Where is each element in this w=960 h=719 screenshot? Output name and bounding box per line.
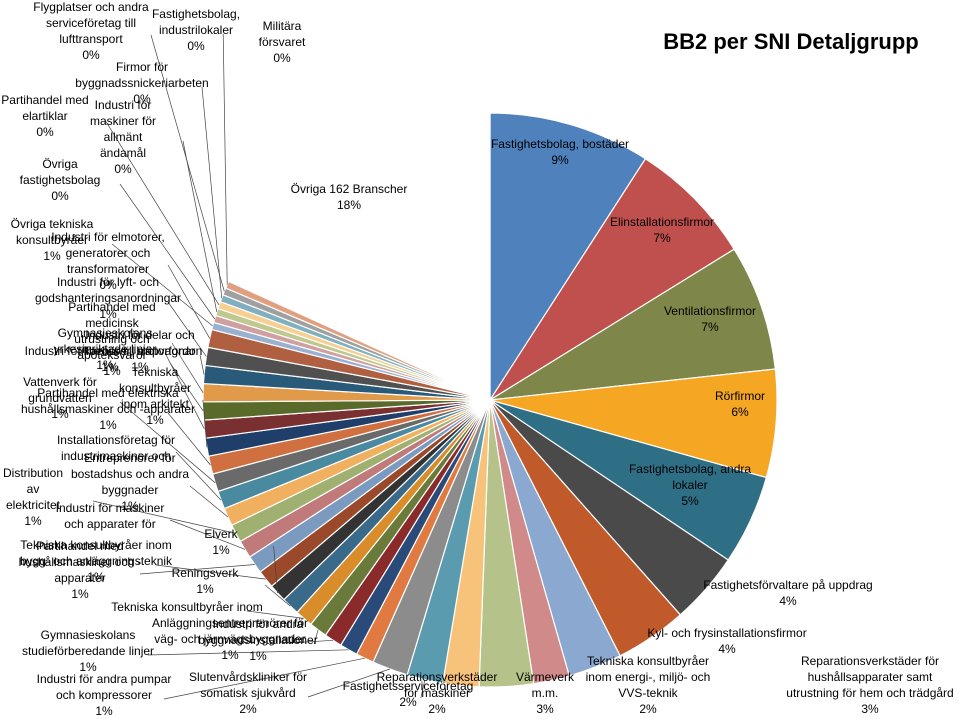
slice-label: Fastighetsbolag, industrilokaler 0%	[152, 7, 240, 53]
pie-slices	[202, 112, 778, 688]
leader-line	[155, 564, 266, 580]
slice-label: Fastighetsbolag, andra lokaler 5%	[629, 462, 751, 508]
slice-label: Flygplatser och andra serviceföretag till…	[33, 0, 149, 62]
slice-label: Övriga 162 Branscher 18%	[291, 182, 408, 212]
slice-label: Partihandel med elartiklar 0%	[1, 93, 88, 139]
chart-title: BB2 per SNI Detaljgrupp	[663, 29, 918, 54]
slice-label: Partihandel med medicinsk utrustning och ap…	[68, 300, 155, 378]
slice-label: Fastighetsserviceföretag 2%	[343, 679, 474, 709]
leader-line	[182, 140, 218, 313]
slice-label: Partihandel med hushållsmaskiner och -app…	[19, 539, 142, 601]
leader-line	[175, 451, 222, 501]
pie-slice	[489, 157, 736, 401]
slice-label: Anläggningsentreprenörer för väg- och jär…	[152, 616, 308, 662]
slice-label: Ventilationsfirmor 7%	[664, 304, 756, 334]
leader-line	[119, 401, 216, 484]
leader-line	[139, 564, 255, 575]
leader-line	[246, 610, 304, 619]
slice-label: Reparationsverkstäder för hushållsapparat…	[786, 654, 953, 716]
pie-slice	[489, 112, 647, 403]
leader-line	[273, 545, 278, 594]
leader-line	[201, 86, 223, 299]
leader-line	[92, 500, 236, 534]
slice-label: Tekniska konsultbyråer inom arkitekt 1%	[119, 365, 191, 427]
slice-label: Partihandel med elektriska hushållsmaskin…	[21, 386, 195, 432]
slice-label: Vattenverk för grundvatten 1%	[23, 375, 97, 421]
slice-label: Fastighetsbolag, bostäder 9%	[491, 137, 629, 167]
slice-label: Industri för delar och tillbehör till mot…	[78, 328, 203, 374]
leader-line	[199, 354, 205, 375]
slice-label: Industri för lyft- och godshanteringsanor…	[35, 275, 181, 321]
leader-line	[189, 485, 229, 518]
leader-line	[307, 668, 391, 698]
leader-line	[119, 183, 215, 320]
pie-slice	[227, 112, 491, 401]
slice-label: Gymnasieskolans yrkesinriktade linjer 1%	[54, 326, 157, 372]
slice-label: Installationsföretag för industrimaskiner…	[57, 433, 175, 463]
slice-label: Reparationsverkstäder för maskiner 2%	[377, 670, 498, 716]
slice-label: Reningsverk 1%	[172, 566, 240, 596]
slice-label: Distribution av elektricitet 1%	[3, 466, 63, 528]
slice-label: Elinstallationsfirmor 7%	[610, 215, 714, 245]
slice-label: Entreprenörer för bostadshus och andra byg…	[71, 451, 189, 513]
leader-line	[313, 629, 319, 645]
leader-line	[167, 301, 207, 357]
leader-line	[202, 399, 208, 448]
leader-line	[163, 657, 365, 700]
slice-label: Firmor för byggnadssnickeriarbeten 0%	[75, 60, 208, 106]
leader-line	[147, 649, 349, 656]
slice-label: Industri för andra byggnadsinstallationer…	[198, 617, 317, 663]
slice-label: Industri för elmotorer, generatorer och tr…	[51, 230, 164, 292]
leader-line	[222, 33, 228, 285]
leader-line	[420, 679, 426, 699]
leader-line	[104, 119, 220, 306]
slice-label: Tekniska konsultbyråer inom	[111, 600, 262, 614]
leader-line	[167, 264, 211, 339]
slice-label: Industri för karosser, släpvagnar 1%	[25, 344, 196, 374]
leader-line	[264, 584, 291, 607]
leader-line	[111, 243, 213, 327]
leader-line	[169, 519, 246, 550]
leader-line	[167, 412, 211, 466]
slice-label: Slutenvårdskliniker för somatisk sjukvård…	[189, 670, 307, 716]
slice-label: Kyl- och frysinstallationsfirmor 4%	[647, 626, 806, 656]
leader-line	[150, 34, 225, 292]
slice-label: Industri för maskiner för allmänt ändamål 0%	[90, 98, 156, 176]
pie-slice	[489, 248, 776, 401]
leader-line	[289, 639, 334, 644]
leader-line	[169, 362, 204, 412]
leader-line	[171, 342, 204, 393]
slice-label: Industri för maskiner och apparater för	[56, 501, 165, 531]
slice-label: Industri för andra pumpar och kompressore…	[37, 672, 172, 718]
slice-label: Tekniska konsultbyråer inom bygg- och anl…	[20, 538, 173, 584]
slice-label: Rörfirmor 6%	[715, 389, 765, 419]
slice-label: Övriga fastighetsbolag 0%	[20, 157, 101, 203]
slice-label: Tekniska konsultbyråer inom energi-, milj…	[586, 654, 711, 716]
slice-label: Elverk 1%	[204, 527, 238, 557]
slice-label: Övriga tekniska konsultbyråer 1%	[11, 217, 94, 263]
slice-label: Gymnasieskolans studieförberedande linjer…	[22, 628, 154, 674]
slice-label: Värmeverk m.m. 3%	[516, 670, 575, 716]
slice-label: Fastighetsförvaltare på uppdrag 4%	[703, 578, 872, 608]
slice-label: Militära försvaret 0%	[259, 19, 306, 65]
leader-lines	[92, 33, 426, 700]
